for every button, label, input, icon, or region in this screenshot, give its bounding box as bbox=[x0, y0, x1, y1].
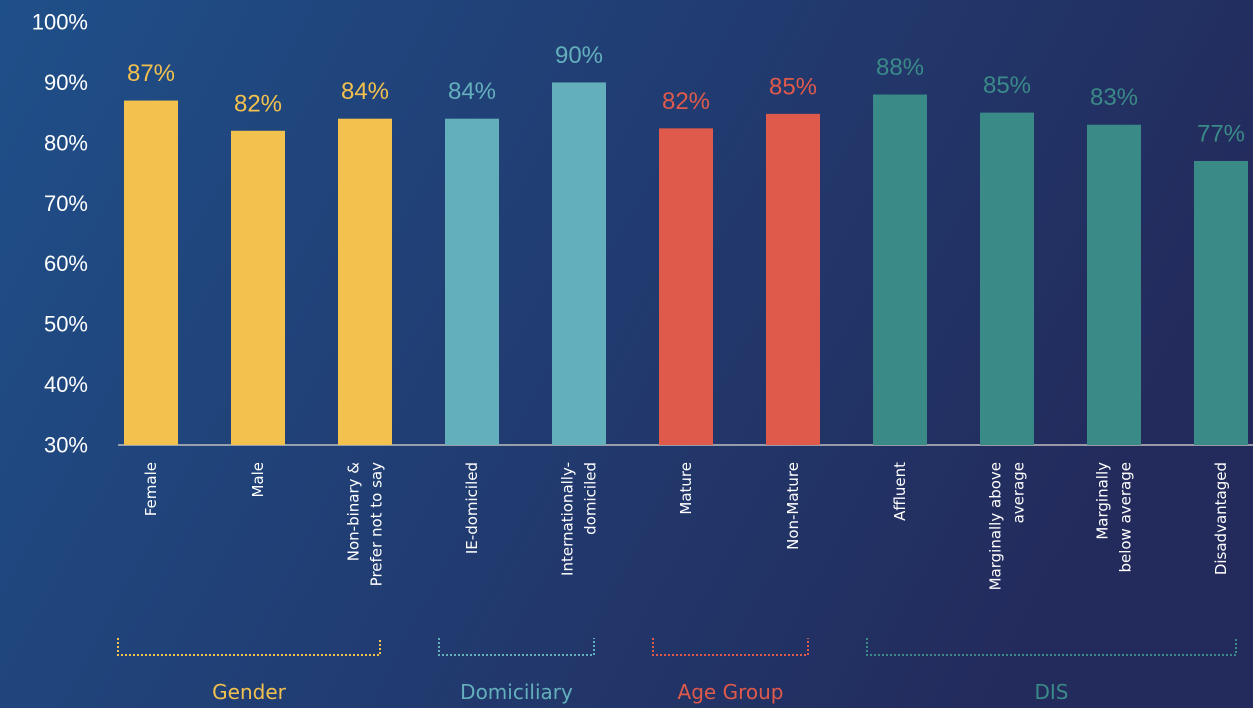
y-tick-label: 90% bbox=[44, 70, 88, 95]
group-bracket bbox=[438, 638, 595, 656]
bar bbox=[231, 130, 285, 445]
value-label: 77% bbox=[1197, 120, 1245, 147]
bar bbox=[1087, 124, 1141, 445]
group-bracket bbox=[117, 638, 381, 656]
group-bracket bbox=[652, 638, 809, 656]
bar bbox=[445, 118, 499, 445]
y-tick-label: 30% bbox=[44, 433, 88, 458]
value-label: 82% bbox=[662, 88, 710, 115]
bar bbox=[980, 112, 1034, 446]
y-tick-label: 100% bbox=[32, 10, 88, 35]
x-tick-label: Female bbox=[142, 462, 160, 516]
bar bbox=[873, 94, 927, 445]
x-tick-label: Disadvantaged bbox=[1212, 462, 1230, 575]
value-label: 83% bbox=[1090, 84, 1138, 111]
value-label: 84% bbox=[448, 78, 496, 105]
y-tick-label: 40% bbox=[44, 372, 88, 397]
group-label: Gender bbox=[212, 680, 286, 704]
y-tick-label: 50% bbox=[44, 312, 88, 337]
value-label: 84% bbox=[341, 78, 389, 105]
x-tick-label: IE-domiciled bbox=[463, 462, 481, 554]
bar bbox=[552, 82, 606, 445]
x-tick-label: Marginally below average bbox=[1094, 462, 1135, 573]
y-tick-label: 60% bbox=[44, 251, 88, 276]
x-tick-label: Marginally above average bbox=[987, 462, 1028, 590]
bar bbox=[338, 118, 392, 445]
y-tick-label: 80% bbox=[44, 130, 88, 155]
x-tick-label: Internationally-domiciled bbox=[559, 462, 600, 576]
value-label: 87% bbox=[127, 60, 175, 87]
group-label: Domiciliary bbox=[460, 680, 573, 704]
bar bbox=[659, 128, 713, 445]
value-label: 85% bbox=[983, 72, 1031, 99]
value-label: 85% bbox=[769, 73, 817, 100]
group-bracket bbox=[866, 638, 1237, 656]
value-label: 82% bbox=[234, 90, 282, 117]
group-label: DIS bbox=[1035, 680, 1069, 704]
x-tick-label: Male bbox=[249, 462, 267, 498]
x-tick-label: Affluent bbox=[891, 462, 909, 521]
x-tick-label: Non-binary & Prefer not to say bbox=[345, 462, 386, 587]
bar bbox=[766, 113, 820, 445]
bar bbox=[1194, 160, 1248, 445]
value-label: 90% bbox=[555, 42, 603, 69]
y-tick-label: 70% bbox=[44, 191, 88, 216]
x-tick-label: Non-Mature bbox=[784, 462, 802, 550]
group-label: Age Group bbox=[678, 680, 784, 704]
value-label: 88% bbox=[876, 54, 924, 81]
x-tick-label: Mature bbox=[677, 462, 695, 515]
bar bbox=[124, 100, 178, 446]
